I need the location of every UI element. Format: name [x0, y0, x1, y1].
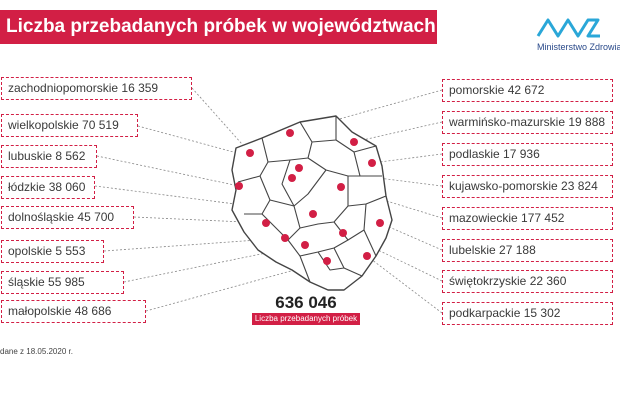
- region-box-wielkopolskie: wielkopolskie 70 519: [1, 114, 138, 137]
- region-box-podlaskie: podlaskie 17 936: [442, 143, 613, 166]
- region-value: 16 359: [121, 81, 159, 95]
- total-value: 636 046: [275, 293, 337, 312]
- region-value: 27 188: [499, 243, 536, 257]
- marker-dolnoslaskie: [262, 219, 270, 227]
- region-name: podlaskie: [449, 147, 500, 161]
- logo-text: Ministerstwo Zdrowia: [537, 42, 620, 52]
- region-value: 45 700: [77, 210, 115, 224]
- region-value: 8 562: [55, 149, 86, 163]
- region-value: 5 553: [55, 244, 86, 258]
- region-box-podkarpackie: podkarpackie 15 302: [442, 302, 613, 325]
- region-box-lodzkie: łódzkie 38 060: [1, 176, 95, 199]
- region-name: łódzkie: [8, 180, 46, 194]
- region-name: pomorskie: [449, 83, 505, 97]
- region-name: lubuskie: [8, 149, 53, 163]
- marker-mazowieckie: [337, 183, 345, 191]
- region-box-dolnoslaskie: dolnośląskie 45 700: [1, 206, 134, 229]
- region-box-lubelskie: lubelskie 27 188: [442, 239, 613, 262]
- region-value: 42 672: [507, 83, 545, 97]
- region-name: mazowieckie: [449, 211, 518, 225]
- region-value: 70 519: [82, 118, 119, 132]
- region-value: 19 888: [568, 115, 606, 129]
- region-box-swietokrzyskie: świętokrzyskie 22 360: [442, 270, 613, 293]
- marker-pomorskie: [286, 129, 294, 137]
- region-value: 48 686: [74, 304, 112, 318]
- region-name: warmińsko-mazurskie: [449, 115, 566, 129]
- region-name: podkarpackie: [449, 306, 521, 320]
- region-box-kujawsko-pomorskie: kujawsko-pomorskie 23 824: [442, 175, 613, 198]
- region-name: śląskie: [8, 275, 45, 289]
- region-name: wielkopolskie: [8, 118, 79, 132]
- region-box-malopolskie: małopolskie 48 686: [1, 300, 146, 323]
- ministry-logo-icon: [536, 18, 600, 38]
- region-name: opolskie: [8, 244, 53, 258]
- region-box-lubuskie: lubuskie 8 562: [1, 145, 97, 168]
- region-box-warminsko-mazurskie: warmińsko-mazurskie 19 888: [442, 111, 613, 134]
- region-box-zachodniopomorskie: zachodniopomorskie 16 359: [1, 77, 192, 100]
- marker-malopolskie: [323, 257, 331, 265]
- marker-swietokrzyskie: [339, 229, 347, 237]
- marker-slaskie: [301, 241, 309, 249]
- marker-lodzkie: [309, 210, 317, 218]
- marker-opolskie: [281, 234, 289, 242]
- region-name: kujawsko-pomorskie: [449, 179, 558, 193]
- marker-podkarpackie: [363, 252, 371, 260]
- marker-zachodniopomorskie: [246, 149, 254, 157]
- marker-kujawsko-pomorskie: [295, 164, 303, 172]
- region-value: 17 936: [503, 147, 540, 161]
- region-name: świętokrzyskie: [449, 274, 527, 288]
- marker-lubelskie: [376, 219, 384, 227]
- region-name: lubelskie: [449, 243, 496, 257]
- page-title: Liczba przebadanych próbek w województwa…: [0, 10, 437, 44]
- region-name: małopolskie: [8, 304, 72, 318]
- region-value: 38 060: [48, 180, 86, 194]
- region-value: 177 452: [521, 211, 565, 225]
- region-value: 23 824: [561, 179, 598, 193]
- region-box-slaskie: śląskie 55 985: [1, 271, 124, 294]
- region-value: 55 985: [48, 275, 85, 289]
- voivodeship-inner-borders: [237, 116, 387, 283]
- region-box-pomorskie: pomorskie 42 672: [442, 79, 613, 102]
- marker-podlaskie: [368, 159, 376, 167]
- region-name: zachodniopomorskie: [8, 81, 119, 95]
- region-value: 22 360: [529, 274, 567, 288]
- data-date-footnote: dane z 18.05.2020 r.: [0, 347, 73, 356]
- total-label: Liczba przebadanych próbek: [252, 313, 360, 325]
- marker-wielkopolskie: [288, 174, 296, 182]
- region-markers: [235, 129, 384, 265]
- region-box-opolskie: opolskie 5 553: [1, 240, 104, 263]
- region-value: 15 302: [523, 306, 561, 320]
- marker-warminsko-mazurskie: [350, 138, 358, 146]
- region-name: dolnośląskie: [8, 210, 75, 224]
- region-box-mazowieckie: mazowieckie 177 452: [442, 207, 613, 230]
- marker-lubuskie: [235, 182, 243, 190]
